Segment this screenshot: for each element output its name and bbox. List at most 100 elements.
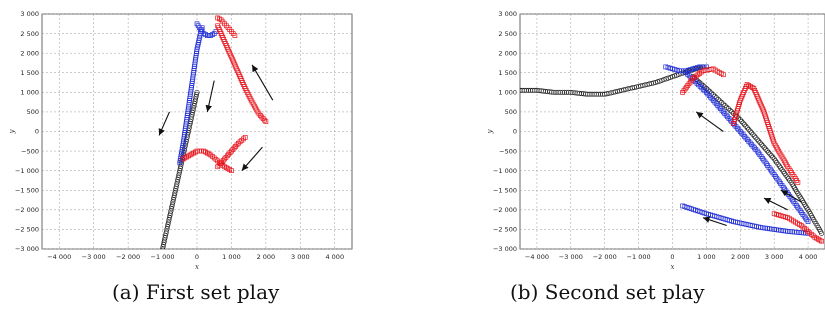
series-point	[224, 153, 230, 159]
series-point	[222, 156, 227, 162]
series-point	[740, 120, 746, 126]
x-tick-label: −3 000	[559, 253, 583, 261]
series-point	[758, 141, 764, 147]
series-point	[220, 158, 226, 163]
direction-arrow	[702, 216, 727, 227]
series-point	[685, 71, 690, 77]
series-point	[743, 123, 749, 129]
y-axis-label: y	[8, 128, 16, 134]
series-point	[737, 129, 743, 134]
y-tick-label: 1 500	[20, 69, 39, 77]
series-point	[219, 159, 225, 165]
series-point	[715, 103, 721, 108]
y-tick-label: −1 500	[493, 186, 517, 194]
series-point	[704, 64, 709, 70]
x-tick-label: 2 000	[257, 253, 276, 261]
panel-second-set-play: −4 000 −3 000 −2 000 −1 000 0 1 000 2 000 3 000…	[412, 0, 825, 324]
series-point	[702, 88, 708, 94]
series-point	[723, 112, 729, 118]
series-point	[229, 148, 234, 154]
series-point	[819, 238, 824, 244]
y-tick-label: −2 000	[15, 206, 39, 214]
series-point	[695, 65, 701, 71]
series-point	[661, 77, 667, 83]
series-point	[727, 107, 733, 113]
series-point	[733, 124, 739, 129]
series-point	[672, 73, 678, 79]
series-point	[657, 78, 663, 84]
x-axis-label: x	[671, 263, 675, 270]
x-tick-label: 0	[670, 253, 674, 261]
y-tick-label: 3 000	[20, 10, 39, 18]
series-point	[744, 125, 750, 131]
series-point	[725, 106, 731, 112]
direction-arrow	[158, 111, 170, 136]
series-point	[227, 150, 233, 155]
series-point	[697, 83, 703, 89]
series-point	[229, 168, 234, 174]
series-point	[743, 135, 749, 141]
series-point	[757, 140, 763, 146]
series-point	[739, 130, 745, 136]
series-point	[674, 72, 680, 78]
series-point	[653, 80, 659, 86]
series-point	[259, 114, 265, 120]
y-tick-label: 2 500	[498, 30, 517, 38]
series-point	[750, 143, 756, 149]
series-point	[194, 92, 200, 98]
series-point	[754, 136, 760, 142]
series-point	[711, 98, 716, 103]
direction-arrow	[695, 111, 724, 132]
direction-arrow	[763, 197, 788, 211]
x-tick-label: 4 000	[799, 253, 818, 261]
series-point	[753, 147, 759, 152]
y-tick-label: 1 000	[498, 89, 517, 97]
series-point	[763, 146, 769, 152]
series-point	[750, 131, 756, 137]
series-point	[231, 145, 237, 151]
series-point	[737, 117, 743, 123]
series-group	[160, 15, 269, 249]
series-point	[700, 86, 706, 92]
series-point	[742, 134, 747, 139]
series-point	[696, 82, 701, 88]
series-point	[713, 101, 719, 107]
y-tick-label: −2 500	[493, 226, 517, 234]
series-point	[709, 96, 715, 102]
series-point	[747, 140, 753, 146]
series-point	[747, 128, 753, 134]
series-point	[694, 80, 700, 86]
series-point	[232, 33, 238, 38]
series-point	[805, 219, 811, 224]
series-point	[216, 162, 222, 168]
x-tick-label: 1 000	[222, 253, 241, 261]
series-point	[766, 149, 772, 155]
y-tick-label: 500	[27, 108, 39, 116]
series-point	[764, 148, 770, 154]
series-point	[242, 135, 248, 140]
series-point	[722, 111, 728, 116]
y-tick-label: 2 000	[498, 49, 517, 57]
series-point	[768, 153, 774, 159]
x-tick-label: 0	[195, 253, 199, 261]
y-tick-label: 2 500	[20, 30, 39, 38]
caption-second-set-play: (b) Second set play	[510, 280, 705, 304]
series-point	[819, 230, 825, 236]
series-point	[712, 99, 718, 105]
series-point	[753, 135, 759, 141]
series-point	[718, 106, 723, 112]
y-tick-label: 500	[505, 108, 517, 116]
y-tick-label: 1 000	[20, 89, 39, 97]
series-point	[223, 155, 229, 160]
series-point	[732, 122, 737, 128]
y-tick-label: −2 000	[493, 206, 517, 214]
chart-second-set-play: −4 000 −3 000 −2 000 −1 000 0 1 000 2 000 3 000…	[486, 10, 825, 270]
y-tick-label: 1 500	[498, 69, 517, 77]
series-point	[655, 79, 661, 85]
series-point	[256, 111, 262, 117]
caption-first-set-play: (a) First set play	[112, 280, 280, 304]
series-group	[520, 64, 825, 244]
series-point	[740, 132, 746, 138]
x-tick-label: 4 000	[325, 253, 344, 261]
x-axis-label: x	[195, 263, 199, 270]
